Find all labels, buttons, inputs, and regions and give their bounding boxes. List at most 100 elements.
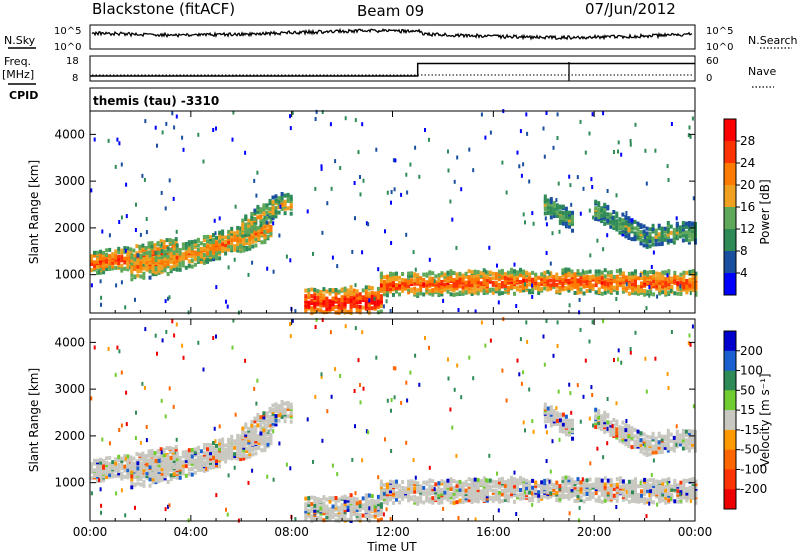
power-scatter-cell bbox=[144, 119, 147, 124]
power-cell bbox=[513, 285, 516, 290]
velocity-cell bbox=[328, 507, 332, 512]
velocity-scatter-cell bbox=[315, 317, 318, 322]
velocity-cell bbox=[645, 446, 649, 451]
power-cell bbox=[419, 287, 423, 292]
velocity-cell bbox=[358, 504, 362, 508]
power-heatmap-cells bbox=[90, 109, 698, 315]
power-cell bbox=[280, 194, 284, 199]
power-scatter-cell bbox=[215, 126, 217, 131]
power-scatter-cell bbox=[375, 147, 378, 152]
power-cell bbox=[431, 276, 435, 281]
y-tick-label: 4000 bbox=[54, 127, 85, 141]
power-cell bbox=[286, 196, 290, 201]
velocity-cell bbox=[174, 447, 178, 452]
power-scatter-cell bbox=[679, 284, 682, 289]
power-cell bbox=[597, 287, 601, 292]
velocity-cell bbox=[346, 505, 350, 510]
velocity-cell bbox=[633, 439, 637, 444]
power-cell bbox=[579, 272, 583, 277]
power-cell bbox=[528, 276, 532, 280]
velocity-cell bbox=[148, 477, 152, 482]
power-cell bbox=[355, 304, 359, 309]
power-cell bbox=[93, 250, 96, 255]
power-cell bbox=[603, 290, 607, 295]
power-cell bbox=[349, 297, 353, 302]
velocity-cell bbox=[130, 477, 134, 482]
power-cell bbox=[522, 269, 526, 274]
power-cell bbox=[364, 293, 368, 297]
power-cell bbox=[673, 291, 677, 296]
velocity-cell bbox=[636, 429, 640, 434]
velocity-cell bbox=[313, 503, 317, 508]
power-cell bbox=[555, 275, 559, 280]
power-cell bbox=[657, 232, 661, 237]
velocity-cell bbox=[503, 497, 507, 502]
velocity-scatter-cell bbox=[551, 439, 554, 444]
velocity-cell bbox=[558, 486, 562, 491]
power-cell bbox=[685, 289, 689, 294]
power-scatter-cell bbox=[648, 285, 651, 289]
power-cell bbox=[239, 232, 243, 237]
power-cell bbox=[367, 291, 371, 296]
velocity-cell bbox=[169, 467, 173, 472]
velocity-cell bbox=[672, 448, 676, 453]
power-cell bbox=[334, 305, 338, 309]
power-cell bbox=[138, 244, 142, 249]
power-cell bbox=[537, 285, 541, 290]
power-cell bbox=[184, 242, 188, 246]
velocity-cell bbox=[672, 442, 676, 447]
power-cell bbox=[510, 267, 513, 272]
velocity-cell bbox=[241, 428, 245, 433]
power-cell bbox=[443, 287, 447, 292]
velocity-cell bbox=[543, 419, 547, 424]
velocity-cell bbox=[528, 490, 532, 495]
velocity-cell bbox=[277, 418, 281, 423]
power-cell bbox=[606, 204, 610, 209]
velocity-cell bbox=[136, 461, 140, 466]
velocity-cell bbox=[540, 490, 544, 494]
velocity-cell bbox=[385, 482, 389, 487]
velocity-scatter-cell bbox=[582, 394, 585, 399]
velocity-cell bbox=[476, 485, 480, 490]
power-scatter-cell bbox=[670, 288, 672, 293]
velocity-cell bbox=[682, 486, 686, 491]
power-cell bbox=[516, 275, 519, 280]
power-cell bbox=[476, 273, 480, 277]
velocity-cell bbox=[241, 431, 245, 436]
velocity-cell bbox=[160, 463, 164, 468]
power-cell bbox=[212, 246, 215, 251]
velocity-cell bbox=[389, 483, 392, 487]
velocity-cell bbox=[105, 466, 109, 471]
velocity-scatter-cell bbox=[451, 425, 454, 430]
velocity-cell bbox=[467, 477, 471, 482]
power-cell bbox=[606, 282, 610, 287]
velocity-scatter-cell bbox=[581, 477, 584, 482]
velocity-cell bbox=[370, 494, 374, 499]
power-cell bbox=[594, 277, 598, 282]
power-cell bbox=[540, 276, 544, 281]
power-cell bbox=[654, 228, 658, 233]
velocity-cell bbox=[382, 487, 386, 492]
velocity-cell bbox=[612, 418, 616, 422]
velocity-cell bbox=[568, 423, 571, 428]
velocity-cell bbox=[691, 433, 694, 438]
power-cell bbox=[215, 240, 218, 245]
power-cell bbox=[142, 275, 146, 280]
power-cell bbox=[549, 278, 553, 283]
power-scatter-cell bbox=[118, 141, 121, 146]
velocity-cell bbox=[600, 421, 604, 426]
power-cell bbox=[90, 258, 93, 263]
power-cell bbox=[642, 238, 646, 243]
velocity-cell bbox=[248, 449, 252, 454]
power-cell bbox=[688, 277, 692, 282]
power-cell bbox=[621, 221, 625, 226]
velocity-cell bbox=[564, 432, 568, 437]
power-cell bbox=[636, 227, 640, 232]
velocity-cell bbox=[168, 459, 172, 464]
power-scatter-cell bbox=[579, 211, 582, 216]
velocity-cell bbox=[135, 452, 139, 457]
power-scatter-cell bbox=[532, 221, 535, 226]
power-cell bbox=[600, 216, 604, 221]
power-scatter-cell bbox=[549, 261, 552, 266]
power-cell bbox=[373, 300, 377, 305]
